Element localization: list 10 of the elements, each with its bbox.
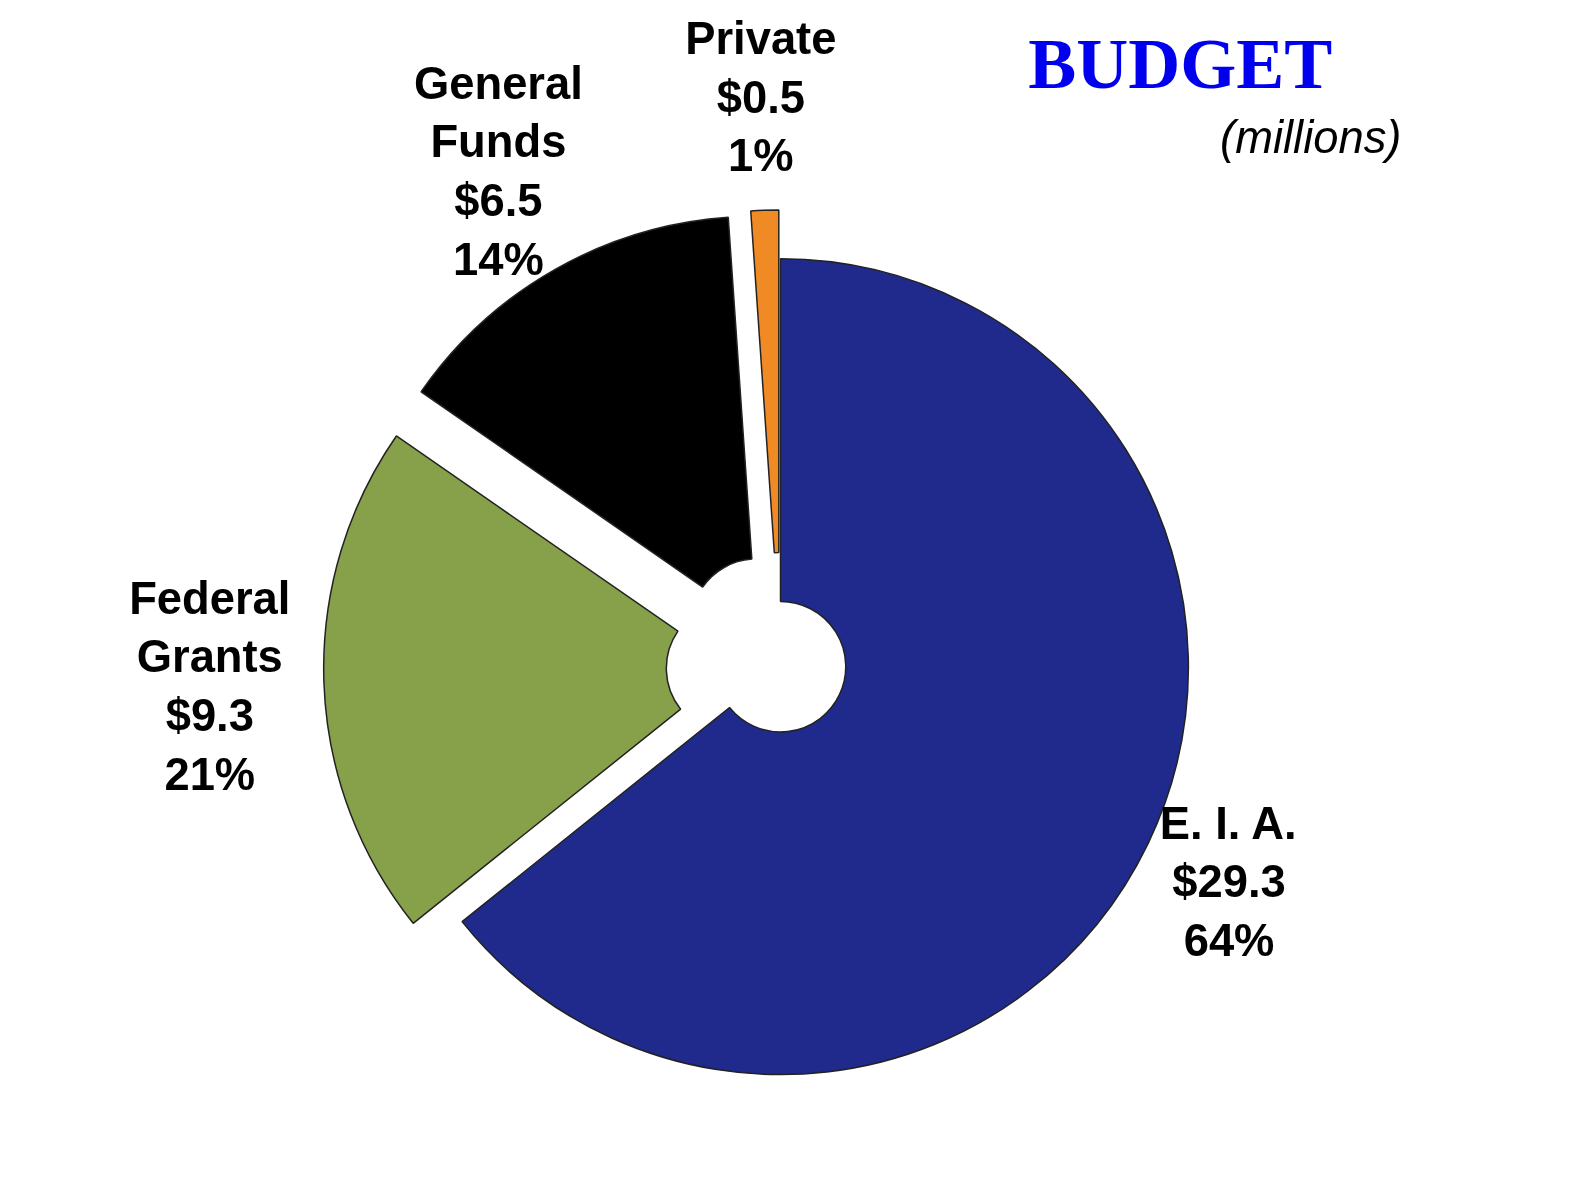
slice-label: Private [685,13,837,65]
data-label: $0.5 1% [716,71,805,182]
data-label: $29.3 64% [1172,856,1286,966]
data-label: $6.5 14% [453,175,544,285]
slice-label: E. I. A. [1159,797,1297,849]
chart-title: BUDGET [1028,24,1333,105]
slice-label: Federal Grants [129,572,291,683]
text: (millions) [1220,112,1402,164]
slice-label: General Funds [413,57,583,168]
data-label: $9.3 21% [164,690,256,800]
